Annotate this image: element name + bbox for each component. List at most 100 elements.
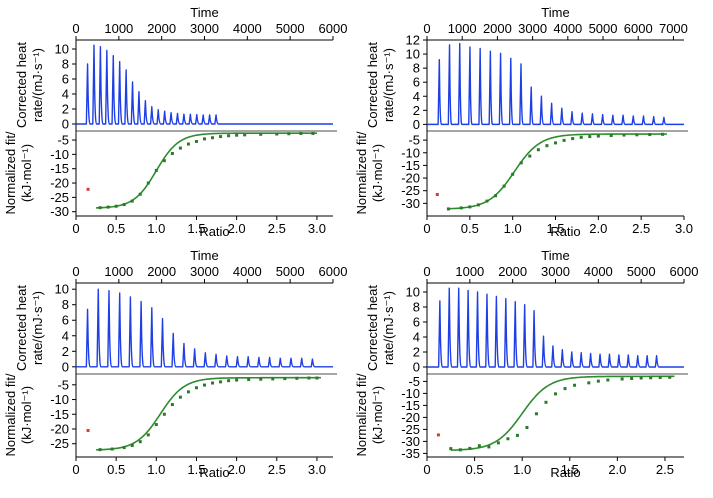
data-point <box>485 199 489 203</box>
lower-y-tick-label: -5 <box>57 377 69 392</box>
data-point <box>211 136 215 140</box>
upper-y-tick-label: 6 <box>413 315 420 330</box>
data-point <box>243 133 247 137</box>
data-point <box>476 203 480 207</box>
upper-y-tick-label: 10 <box>55 282 69 297</box>
data-point <box>194 386 198 390</box>
data-point <box>494 194 498 198</box>
ratio-tick-label: 1.5 <box>187 462 205 477</box>
lower-y-tick-label: -15 <box>50 161 69 176</box>
lower-y-tick-label: -25 <box>50 190 69 205</box>
data-point <box>154 168 158 172</box>
time-tick-label: 7000 <box>659 21 688 36</box>
data-point <box>122 203 126 207</box>
time-tick-label: 3000 <box>190 21 219 36</box>
data-point <box>528 154 532 158</box>
ratio-tick-label: 2.5 <box>656 462 674 477</box>
data-point <box>545 144 549 148</box>
excluded-first-point <box>86 187 90 191</box>
data-point <box>219 135 223 139</box>
upper-y-tick-label: 6 <box>413 75 420 90</box>
data-point <box>110 447 114 451</box>
ratio-tick-label: 3.0 <box>308 221 326 236</box>
data-point <box>203 383 206 387</box>
upper-y-tick-label: 0 <box>62 359 69 374</box>
fit-curve <box>448 133 667 210</box>
time-tick-label: 1000 <box>455 264 484 279</box>
thermogram-trace <box>427 287 684 368</box>
data-point <box>138 440 142 444</box>
data-point <box>299 131 303 135</box>
lower-y-tick-label: -10 <box>50 392 69 407</box>
ratio-tick-label: 0.5 <box>461 221 479 236</box>
lower-y-label: Normalized fit/(kJ·mol⁻¹) <box>354 373 385 456</box>
fit-curve <box>450 375 675 451</box>
lower-y-tick-label: -5 <box>408 133 420 148</box>
excluded-first-point <box>436 433 440 437</box>
ratio-tick-label: 0 <box>72 462 79 477</box>
data-point <box>579 135 583 139</box>
data-point <box>227 134 231 138</box>
data-point <box>446 207 450 211</box>
data-point <box>154 423 158 427</box>
lower-y-label: Normalized fit/(kJ·mol⁻¹) <box>3 373 34 456</box>
data-point <box>519 161 523 165</box>
ratio-tick-label: 3.0 <box>308 462 326 477</box>
lower-y-tick-label: -15 <box>401 398 420 413</box>
lower-y-tick-label: -25 <box>401 422 420 437</box>
ratio-tick-label: 1.5 <box>561 462 579 477</box>
data-point <box>622 133 626 137</box>
data-point <box>130 199 134 203</box>
time-tick-label: 3000 <box>190 264 219 279</box>
ratio-tick-label: 2.0 <box>228 462 246 477</box>
upper-y-tick-label: 8 <box>62 297 69 312</box>
time-tick-label: 0 <box>423 264 430 279</box>
upper-y-tick-label: 10 <box>55 42 69 57</box>
time-tick-label: 2000 <box>498 264 527 279</box>
time-tick-label: 5000 <box>276 21 305 36</box>
upper-y-tick-label: 2 <box>413 345 420 360</box>
lower-y-tick-label: -10 <box>50 147 69 162</box>
lower-y-tick-label: -15 <box>401 158 420 173</box>
data-point <box>178 146 182 150</box>
chart-panel-top-right: 0 1000 2000 3000 4000 5000 6000 7000Time0246810… <box>354 5 693 239</box>
time-tick-label: 1000 <box>104 264 133 279</box>
upper-y-label: Corrected heat rate/(mJ·s⁻¹) <box>14 42 45 128</box>
upper-y-tick-label: 0 <box>413 117 420 132</box>
upper-y-tick-label: 6 <box>62 313 69 328</box>
ratio-tick-label: 0 <box>423 462 430 477</box>
upper-y-tick-label: 8 <box>62 57 69 72</box>
upper-y-tick-label: 0 <box>62 117 69 132</box>
data-point <box>186 142 190 146</box>
time-tick-label: 2000 <box>147 264 176 279</box>
chart-panel-bottom-right: 0 1000 2000 3000 4000 5000 6000Time0246810Corr… <box>354 248 698 480</box>
data-point <box>311 131 315 135</box>
data-point <box>138 192 142 196</box>
data-point <box>587 381 591 385</box>
data-point <box>130 444 134 448</box>
data-point <box>307 376 311 380</box>
data-point <box>525 425 529 429</box>
data-point <box>295 376 299 380</box>
lower-y-tick-label: -20 <box>401 171 420 186</box>
lower-y-tick-label: -5 <box>57 133 69 148</box>
data-point <box>639 376 643 380</box>
data-point <box>287 132 291 136</box>
data-point <box>146 433 150 437</box>
ratio-tick-label: 2.5 <box>268 462 286 477</box>
time-axis-title: Time <box>541 248 569 263</box>
time-axis-title: Time <box>190 5 218 20</box>
data-point <box>203 137 206 141</box>
lower-y-label-line1: Normalized fit/ <box>354 131 369 214</box>
upper-y-tick-label: 0 <box>413 360 420 375</box>
time-tick-label: 6000 <box>624 21 653 36</box>
upper-y-label-line2: rate/(mJ·s⁻¹) <box>381 48 396 122</box>
lower-y-label: Normalized fit/(kJ·mol⁻¹) <box>3 131 34 214</box>
ratio-tick-label: 2.5 <box>268 221 286 236</box>
lower-y-tick-label: -10 <box>401 145 420 160</box>
chart-panel-top-left: 0 1000 2000 3000 4000 5000 6000Time0246810Corr… <box>3 5 347 239</box>
data-point <box>106 205 110 209</box>
data-point <box>162 159 166 163</box>
lower-y-label-line2: (kJ·mol⁻¹) <box>19 144 34 202</box>
